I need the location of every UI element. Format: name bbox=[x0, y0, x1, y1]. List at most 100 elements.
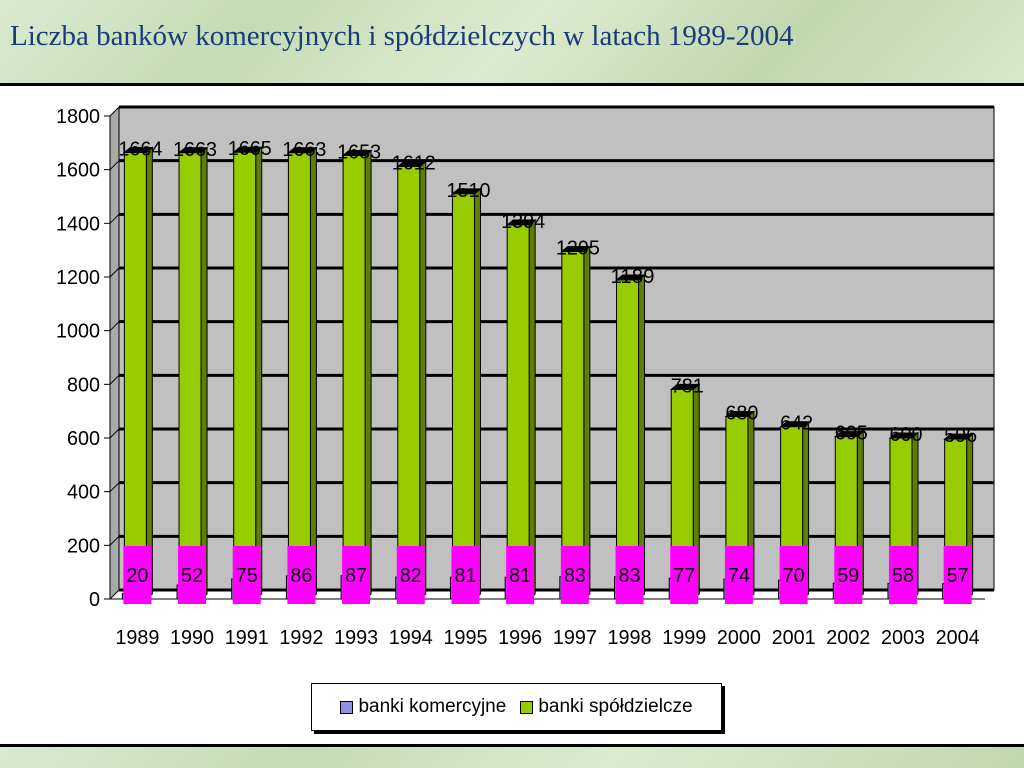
bar-cooperative-1989 bbox=[122, 146, 154, 601]
data-label-commercial-1993: 87 bbox=[345, 565, 367, 587]
data-label-commercial-1996: 81 bbox=[509, 565, 531, 587]
data-label-box-commercial-2003 bbox=[888, 546, 917, 604]
bar-cooperative-front bbox=[178, 152, 202, 600]
bar-cooperative-side bbox=[528, 218, 536, 601]
data-label-commercial-1999: 77 bbox=[673, 565, 695, 587]
data-label-cooperative-1989: 1664 bbox=[118, 138, 162, 160]
data-label-commercial-2000: 74 bbox=[728, 565, 750, 587]
x-tick-label-1989: 1989 bbox=[115, 627, 159, 649]
data-label-cooperative-2003: 600 bbox=[889, 424, 922, 446]
bar-cooperative-1997 bbox=[560, 245, 592, 601]
x-tick-label-1998: 1998 bbox=[608, 627, 652, 649]
data-label-commercial-1990: 52 bbox=[181, 565, 203, 587]
y-tick-label-800: 800 bbox=[67, 374, 100, 396]
data-label-commercial-2003: 58 bbox=[892, 565, 914, 587]
y-tick-label-200: 200 bbox=[67, 535, 100, 557]
bar-cooperative-1992 bbox=[287, 146, 318, 601]
bar-cooperative-1990 bbox=[177, 146, 209, 601]
chart-legend: banki komercyjne banki spółdzielcze bbox=[311, 683, 722, 731]
gridline-diag-1000 bbox=[109, 321, 120, 332]
data-label-cooperative-1991: 1665 bbox=[228, 138, 272, 160]
x-tick-label-1999: 1999 bbox=[662, 627, 706, 649]
data-label-commercial-1997: 83 bbox=[564, 565, 586, 587]
data-label-commercial-1995: 81 bbox=[454, 565, 476, 587]
gridline-diag-200 bbox=[109, 535, 120, 546]
x-tick-label-2000: 2000 bbox=[717, 627, 761, 649]
x-tick-label-2001: 2001 bbox=[772, 627, 816, 649]
y-tick-label-0: 0 bbox=[89, 589, 100, 611]
data-label-box-commercial-1996 bbox=[506, 546, 535, 604]
y-tick-label-1400: 1400 bbox=[56, 213, 100, 235]
bar-cooperative-1995 bbox=[451, 187, 482, 601]
y-tick-label-1200: 1200 bbox=[56, 267, 100, 289]
data-label-box-commercial-1995 bbox=[451, 546, 480, 604]
legend-label-commercial: banki komercyjne bbox=[358, 696, 507, 717]
x-tick-label-1994: 1994 bbox=[389, 627, 433, 649]
x-tick-label-2003: 2003 bbox=[881, 627, 925, 649]
data-label-cooperative-1994: 1612 bbox=[392, 152, 436, 174]
bar-chart: 0 200 400 600 800 1000 1200 1400 1600 1800 1664 166… bbox=[56, 105, 995, 649]
data-label-commercial-1991: 75 bbox=[236, 565, 258, 587]
data-label-box-commercial-1994 bbox=[396, 546, 425, 604]
bar-cooperative-front bbox=[233, 151, 257, 600]
y-tick-label-1000: 1000 bbox=[56, 321, 100, 343]
data-label-commercial-1994: 82 bbox=[400, 565, 422, 587]
bar-cooperative-side bbox=[364, 149, 372, 601]
data-label-box-commercial-1997 bbox=[560, 546, 589, 604]
gridline-diag-1400 bbox=[109, 213, 120, 224]
bar-cooperative-side bbox=[473, 187, 481, 601]
bar-cooperative-front bbox=[506, 224, 530, 600]
bar-cooperative-front bbox=[397, 165, 421, 600]
data-label-cooperative-1999: 781 bbox=[671, 375, 704, 397]
bottom-band bbox=[0, 744, 1024, 768]
data-label-box-commercial-1989 bbox=[123, 546, 152, 604]
x-tick-label-1991: 1991 bbox=[225, 627, 269, 649]
x-tick-label-1990: 1990 bbox=[170, 627, 214, 649]
legend-swatch-cooperative bbox=[520, 700, 534, 714]
gridline-diag-0 bbox=[109, 589, 120, 600]
bar-cooperative-front bbox=[342, 154, 366, 600]
data-label-cooperative-2002: 605 bbox=[835, 423, 868, 445]
data-label-cooperative-1992: 1663 bbox=[282, 139, 326, 161]
bar-cooperative-1998 bbox=[615, 273, 646, 601]
data-label-box-commercial-1998 bbox=[615, 546, 644, 604]
data-label-commercial-2004: 57 bbox=[947, 565, 969, 587]
bar-cooperative-1991 bbox=[232, 146, 264, 601]
data-label-cooperative-2004: 596 bbox=[944, 425, 977, 447]
x-tick-label-1996: 1996 bbox=[498, 627, 542, 649]
data-label-cooperative-1997: 1295 bbox=[556, 238, 600, 260]
gridline-diag-1600 bbox=[109, 160, 120, 171]
data-label-cooperative-2000: 680 bbox=[725, 403, 758, 425]
bar-cooperative-1993 bbox=[341, 149, 373, 601]
legend-item-cooperative: banki spółdzielcze bbox=[520, 696, 693, 718]
data-label-commercial-2001: 70 bbox=[783, 565, 805, 587]
x-tick-label-1993: 1993 bbox=[334, 627, 378, 649]
bar-cooperative-1994 bbox=[396, 160, 428, 601]
data-label-commercial-1992: 86 bbox=[290, 565, 312, 587]
data-label-commercial-2002: 59 bbox=[837, 565, 859, 587]
x-tick-label-2004: 2004 bbox=[936, 627, 980, 649]
bar-cooperative-front bbox=[123, 151, 147, 600]
x-tick-label-2002: 2002 bbox=[826, 627, 870, 649]
y-tick-label-1800: 1800 bbox=[56, 106, 100, 128]
bar-cooperative-1996 bbox=[505, 218, 537, 601]
data-label-cooperative-1998: 1189 bbox=[611, 266, 655, 288]
bar-cooperative-side bbox=[255, 146, 263, 601]
data-label-box-commercial-2002 bbox=[834, 546, 863, 604]
bar-cooperative-side bbox=[309, 146, 317, 601]
data-label-box-commercial-2001 bbox=[779, 546, 808, 604]
legend-item-commercial: banki komercyjne bbox=[340, 696, 506, 718]
y-tick-label-1600: 1600 bbox=[56, 160, 100, 182]
x-tick-label-1997: 1997 bbox=[553, 627, 597, 649]
bar-cooperative-front bbox=[451, 193, 475, 600]
y-tick-label-600: 600 bbox=[67, 428, 100, 450]
data-label-box-commercial-2004 bbox=[943, 546, 972, 604]
data-label-cooperative-1995: 1510 bbox=[446, 180, 490, 202]
data-label-commercial-1989: 20 bbox=[126, 565, 148, 587]
gridline-diag-1800 bbox=[109, 106, 120, 117]
data-label-box-commercial-1993 bbox=[342, 546, 371, 604]
data-label-box-commercial-1990 bbox=[178, 546, 207, 604]
legend-swatch-commercial bbox=[340, 700, 354, 714]
bar-cooperative-side bbox=[200, 146, 208, 601]
bar-cooperative-side bbox=[145, 146, 153, 601]
